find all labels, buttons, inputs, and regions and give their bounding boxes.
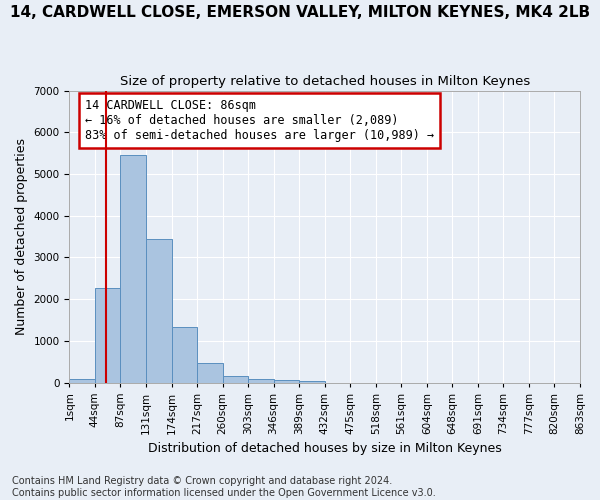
Bar: [146, 240, 172, 382]
Bar: [248, 379, 274, 382]
Bar: [299, 381, 325, 382]
Bar: [197, 363, 223, 382]
Bar: [172, 328, 197, 382]
Bar: [70, 380, 95, 382]
Bar: [95, 288, 121, 382]
Text: Contains HM Land Registry data © Crown copyright and database right 2024.
Contai: Contains HM Land Registry data © Crown c…: [12, 476, 436, 498]
Y-axis label: Number of detached properties: Number of detached properties: [15, 138, 28, 335]
Title: Size of property relative to detached houses in Milton Keynes: Size of property relative to detached ho…: [119, 75, 530, 88]
Bar: [223, 376, 248, 382]
Text: 14 CARDWELL CLOSE: 86sqm
← 16% of detached houses are smaller (2,089)
83% of sem: 14 CARDWELL CLOSE: 86sqm ← 16% of detach…: [85, 100, 434, 142]
X-axis label: Distribution of detached houses by size in Milton Keynes: Distribution of detached houses by size …: [148, 442, 502, 455]
Bar: [274, 380, 299, 382]
Bar: [121, 155, 146, 382]
Text: 14, CARDWELL CLOSE, EMERSON VALLEY, MILTON KEYNES, MK4 2LB: 14, CARDWELL CLOSE, EMERSON VALLEY, MILT…: [10, 5, 590, 20]
